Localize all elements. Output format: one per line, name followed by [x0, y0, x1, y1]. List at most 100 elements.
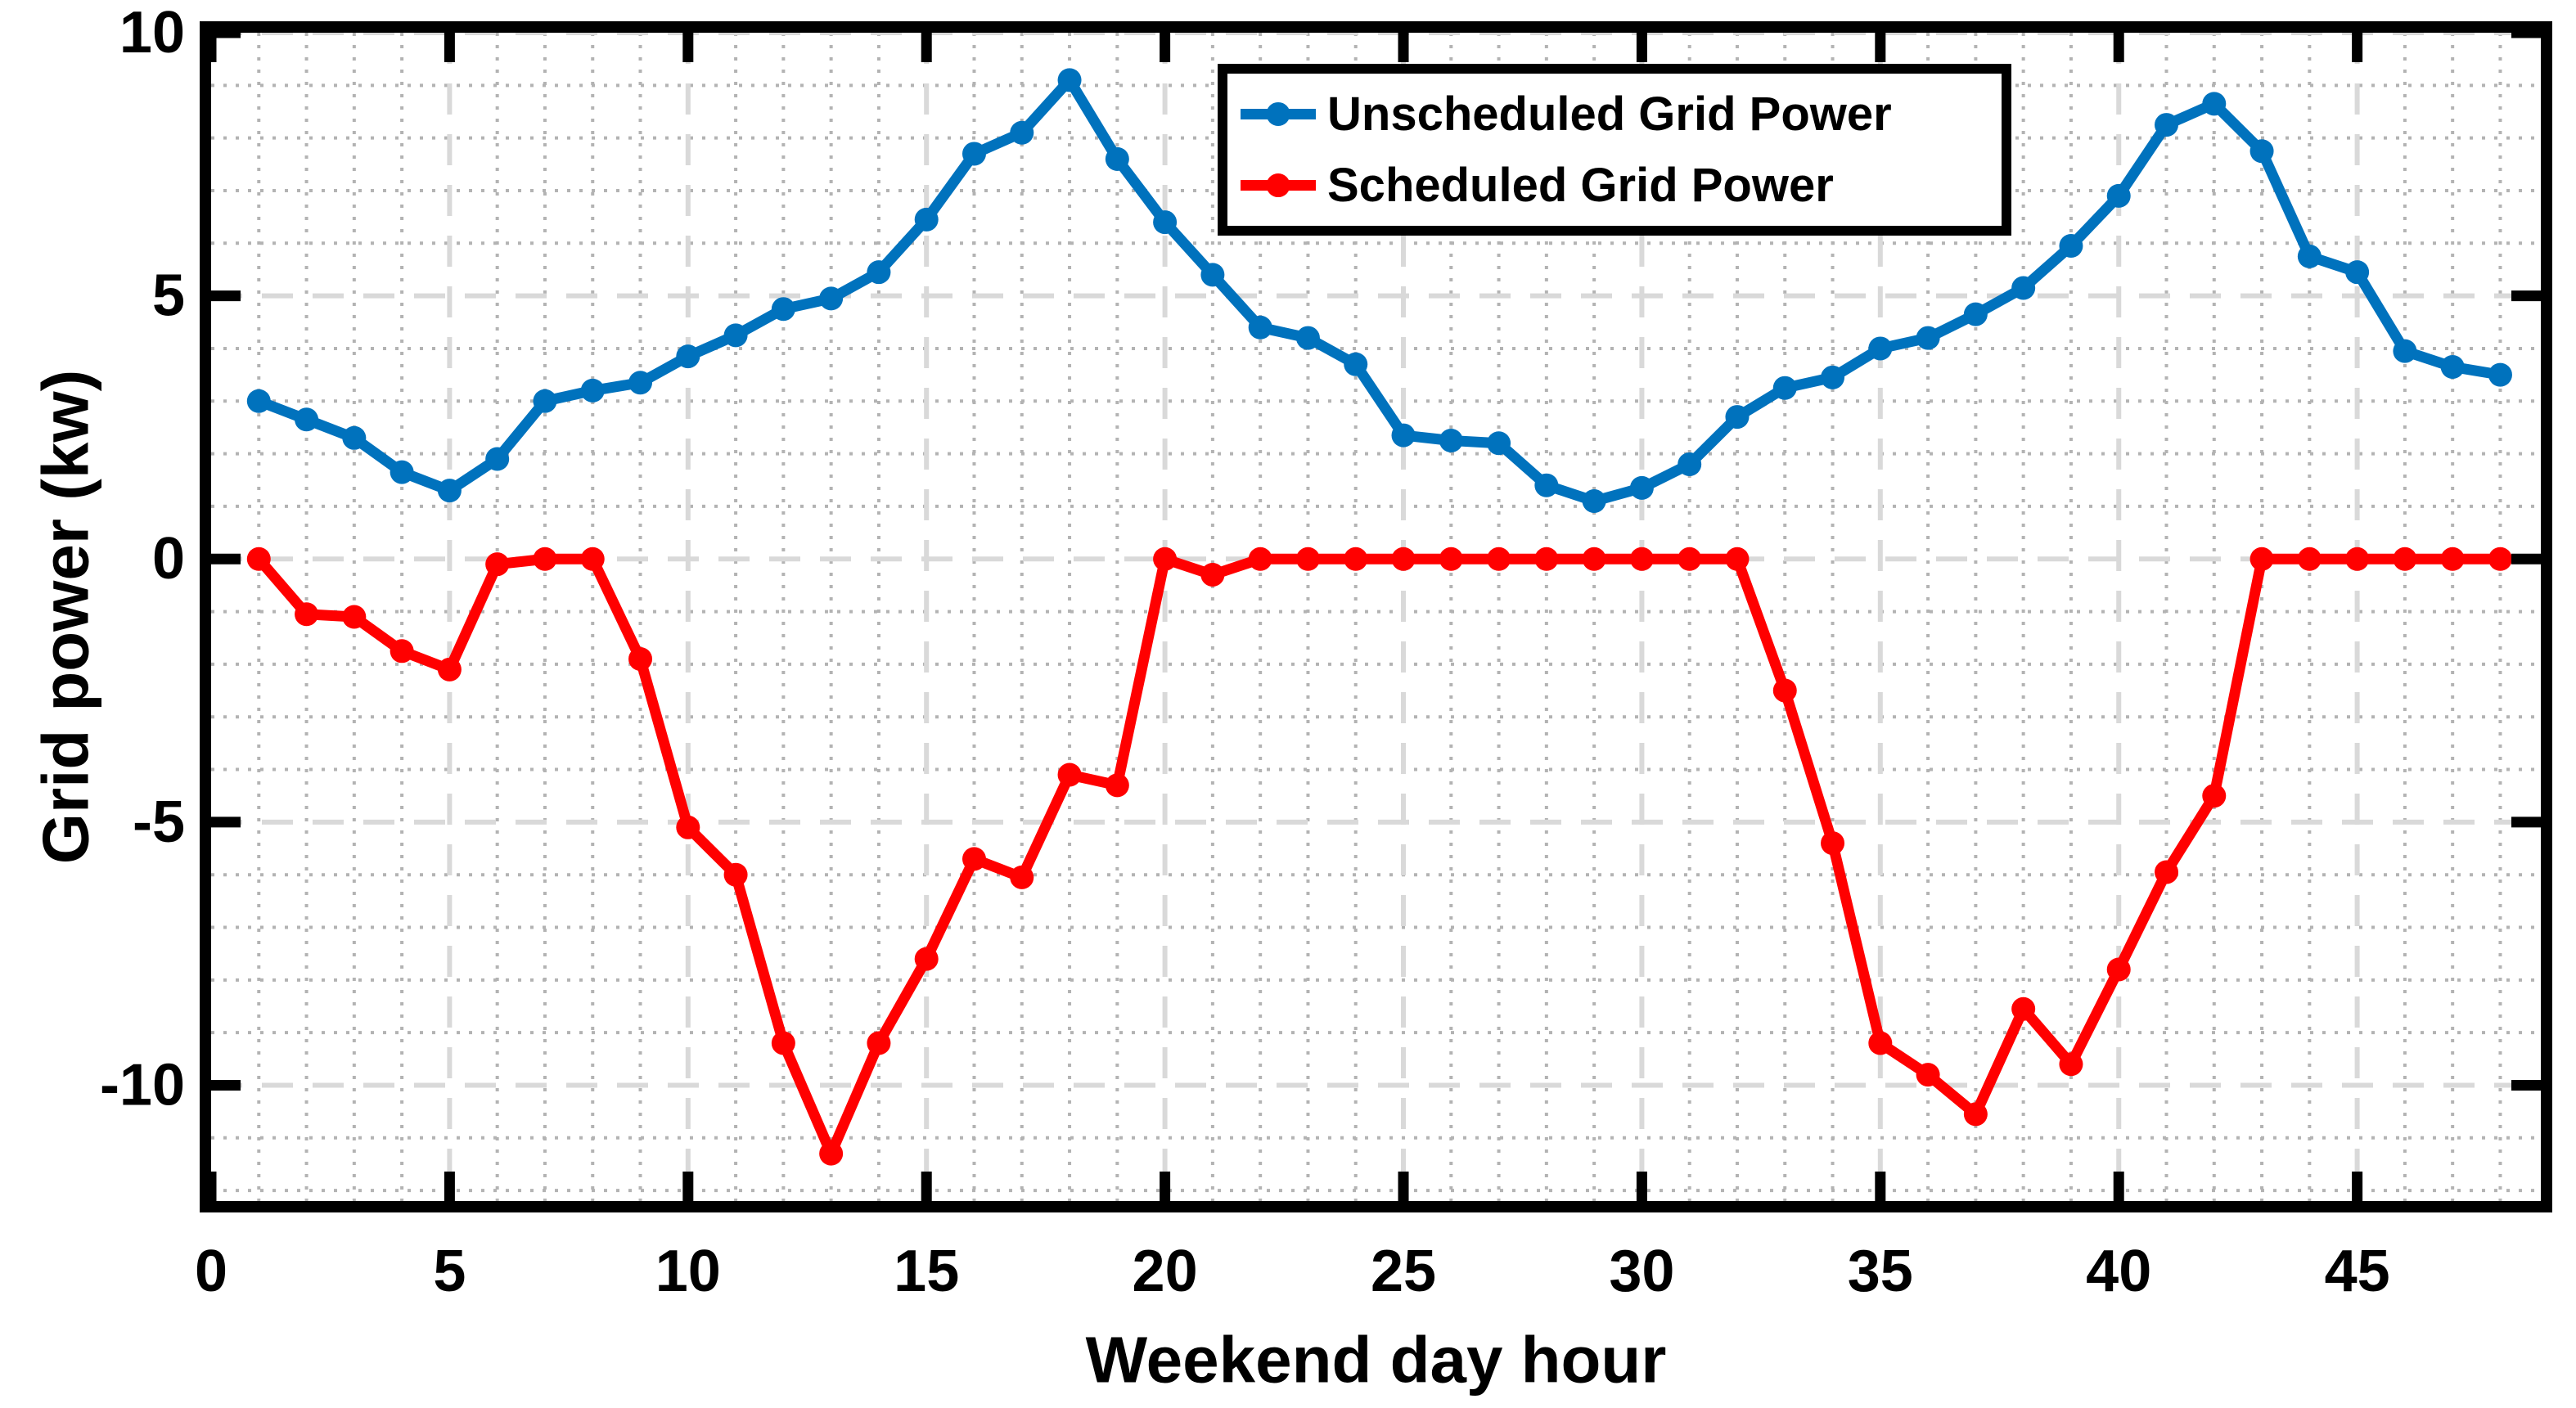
legend-entry-label: Unscheduled Grid Power — [1327, 88, 1892, 141]
data-point-marker — [2345, 547, 2370, 571]
data-point-marker — [1248, 547, 1272, 571]
data-point-marker — [1678, 547, 1702, 571]
data-point-marker — [1153, 210, 1178, 235]
data-point-marker — [1725, 547, 1750, 571]
data-point-marker — [533, 389, 557, 413]
legend-swatch-marker — [1266, 101, 1290, 126]
data-point-marker — [1391, 547, 1416, 571]
data-point-marker — [1534, 547, 1559, 571]
x-tick-label: 20 — [1133, 1239, 1198, 1304]
data-point-marker — [1678, 452, 1702, 476]
data-point-marker — [2345, 260, 2370, 285]
data-point-marker — [1010, 865, 1034, 889]
x-tick-label: 5 — [433, 1239, 466, 1304]
data-point-marker — [2488, 547, 2512, 571]
data-point-marker — [1439, 429, 1463, 453]
data-point-marker — [1105, 773, 1129, 798]
data-point-marker — [2059, 1052, 2083, 1077]
data-point-marker — [437, 657, 462, 682]
data-point-marker — [914, 947, 939, 971]
data-point-marker — [1487, 431, 1511, 456]
data-point-marker — [1821, 365, 1845, 389]
data-point-marker — [1010, 120, 1034, 145]
data-point-marker — [2249, 547, 2274, 571]
y-tick-label: 0 — [152, 526, 185, 592]
axes-box — [200, 21, 2552, 1212]
data-point-marker — [390, 639, 414, 664]
data-point-marker — [2154, 113, 2178, 137]
data-point-marker — [2011, 996, 2036, 1021]
x-tick-label: 40 — [2086, 1239, 2151, 1304]
data-point-marker — [961, 847, 986, 871]
data-point-marker — [295, 407, 319, 432]
data-point-marker — [2106, 183, 2131, 208]
y-tick-label: 5 — [152, 263, 185, 329]
data-point-marker — [1248, 315, 1272, 340]
x-tick-label: 30 — [1609, 1239, 1674, 1304]
data-point-marker — [1200, 263, 1225, 287]
legend-box — [1218, 64, 2011, 236]
data-point-marker — [2297, 244, 2322, 268]
data-point-marker — [1344, 352, 1368, 376]
data-point-marker — [1295, 326, 1320, 350]
data-point-marker — [961, 142, 986, 166]
data-point-marker — [676, 344, 700, 369]
x-tick-label: 25 — [1371, 1239, 1436, 1304]
data-point-marker — [1868, 336, 1893, 361]
data-point-marker — [1821, 831, 1845, 856]
data-point-marker — [1439, 547, 1463, 571]
data-point-marker — [342, 605, 367, 629]
data-point-marker — [390, 460, 414, 484]
data-point-marker — [1153, 547, 1178, 571]
data-point-marker — [485, 552, 510, 577]
data-point-marker — [580, 547, 605, 571]
series-line-scheduled — [254, 553, 2501, 1159]
data-point-marker — [1772, 678, 1797, 703]
data-point-marker — [1963, 302, 1988, 326]
data-point-marker — [1582, 488, 1606, 513]
data-point-marker — [2202, 784, 2227, 808]
data-point-marker — [1057, 762, 1082, 787]
legend-swatch-marker — [1266, 173, 1290, 198]
x-tick-label: 15 — [894, 1239, 959, 1304]
x-tick-label: 35 — [1848, 1239, 1913, 1304]
data-point-marker — [295, 602, 319, 627]
data-point-marker — [1725, 405, 1750, 430]
data-point-marker — [2440, 547, 2465, 571]
data-point-marker — [1916, 1063, 1940, 1087]
y-axis-label: Grid power (kw) — [29, 370, 102, 865]
x-tick-label: 10 — [655, 1239, 721, 1304]
data-point-marker — [723, 862, 748, 887]
data-point-marker — [2393, 339, 2417, 363]
data-point-marker — [867, 260, 891, 285]
data-point-marker — [2297, 547, 2322, 571]
data-point-marker — [628, 371, 653, 395]
data-point-marker — [1534, 473, 1559, 497]
data-point-marker — [342, 425, 367, 450]
data-point-marker — [1868, 1031, 1893, 1055]
data-point-marker — [2393, 547, 2417, 571]
data-point-marker — [2249, 139, 2274, 164]
data-point-marker — [1057, 68, 1082, 92]
data-point-marker — [1916, 326, 1940, 350]
data-point-marker — [533, 547, 557, 571]
data-point-marker — [2488, 362, 2512, 387]
data-point-marker — [1963, 1102, 1988, 1127]
data-point-marker — [437, 479, 462, 503]
data-point-marker — [914, 207, 939, 232]
data-point-marker — [867, 1031, 891, 1055]
data-point-marker — [1487, 547, 1511, 571]
data-point-marker — [2011, 276, 2036, 300]
data-point-marker — [1200, 563, 1225, 587]
data-point-marker — [771, 1031, 795, 1055]
data-point-marker — [628, 646, 653, 671]
data-point-marker — [723, 323, 748, 348]
data-point-marker — [676, 815, 700, 839]
x-tick-label: 0 — [195, 1239, 227, 1304]
data-point-marker — [771, 297, 795, 322]
data-point-marker — [1344, 547, 1368, 571]
x-tick-label: 45 — [2325, 1239, 2390, 1304]
y-tick-label: 10 — [119, 0, 185, 65]
